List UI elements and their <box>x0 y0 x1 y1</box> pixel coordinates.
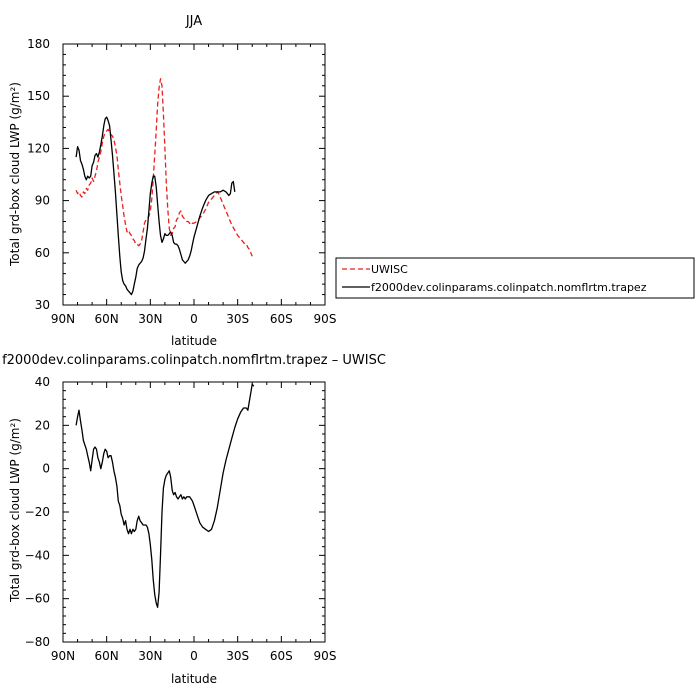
bottom-axis-ticks: 90N 60N 30N 0 30S 60S 90S −80 −60 −40 −20 0 20 40 <box>25 375 337 663</box>
top-y-tick-label: 60 <box>35 246 50 260</box>
top-x-tick-label: 90N <box>51 312 75 326</box>
top-series-group <box>75 78 253 296</box>
top-y-tick-label: 120 <box>27 141 50 155</box>
bottom-x-tick-label: 90N <box>51 649 75 663</box>
top-x-tick-label: 30S <box>226 312 249 326</box>
bottom-x-tick-label: 30N <box>138 649 162 663</box>
bottom-y-tick-label: −60 <box>25 592 50 606</box>
top-x-tick-label: 0 <box>190 312 198 326</box>
bottom-x-tick-label: 90S <box>314 649 337 663</box>
top-chart-title: JJA <box>185 14 202 29</box>
top-x-axis-label: latitude <box>171 334 217 348</box>
top-x-tick-label: 60N <box>95 312 119 326</box>
bottom-y-axis-label: Total grd-box cloud LWP (g/m²) <box>8 418 22 603</box>
top-y-tick-label: 90 <box>35 194 50 208</box>
bottom-series-line-1 <box>75 383 255 608</box>
top-plot-frame <box>62 43 326 306</box>
bottom-y-tick-label: −40 <box>25 548 50 562</box>
top-y-axis-label: Total grd-box cloud LWP (g/m²) <box>8 82 22 267</box>
top-y-tick-label: 150 <box>27 89 50 103</box>
bottom-x-tick-label: 0 <box>190 649 198 663</box>
bottom-x-tick-label: 60S <box>270 649 293 663</box>
bottom-x-tick-label: 30S <box>226 649 249 663</box>
bottom-y-tick-label: −20 <box>25 505 50 519</box>
top-y-tick-label: 30 <box>35 298 50 312</box>
bottom-y-tick-label: −80 <box>25 635 50 649</box>
legend-label-series-1: UWISC <box>371 263 408 276</box>
top-y-tick-label: 180 <box>27 37 50 51</box>
top-x-tick-label: 30N <box>138 312 162 326</box>
top-x-tick-label: 90S <box>314 312 337 326</box>
bottom-x-axis-label: latitude <box>171 672 217 686</box>
legend-label-series-2: f2000dev.colinparams.colinpatch.nomflrtm… <box>371 281 647 294</box>
bottom-y-tick-label: 40 <box>35 375 50 389</box>
bottom-chart-title: f2000dev.colinparams.colinpatch.nomflrtm… <box>2 353 386 368</box>
legend-box <box>335 257 695 299</box>
bottom-series-group <box>75 383 255 608</box>
top-x-tick-label: 60S <box>270 312 293 326</box>
top-series-line-2 <box>75 116 236 296</box>
bottom-y-tick-label: 20 <box>35 418 50 432</box>
top-series-line-1 <box>75 78 253 257</box>
top-axis-ticks: 90N 60N 30N 0 30S 60S 90S 30 60 90 120 150 180 <box>27 37 336 326</box>
bottom-plot-frame <box>62 381 326 643</box>
bottom-x-tick-label: 60N <box>95 649 119 663</box>
bottom-y-tick-label: 0 <box>42 462 50 476</box>
